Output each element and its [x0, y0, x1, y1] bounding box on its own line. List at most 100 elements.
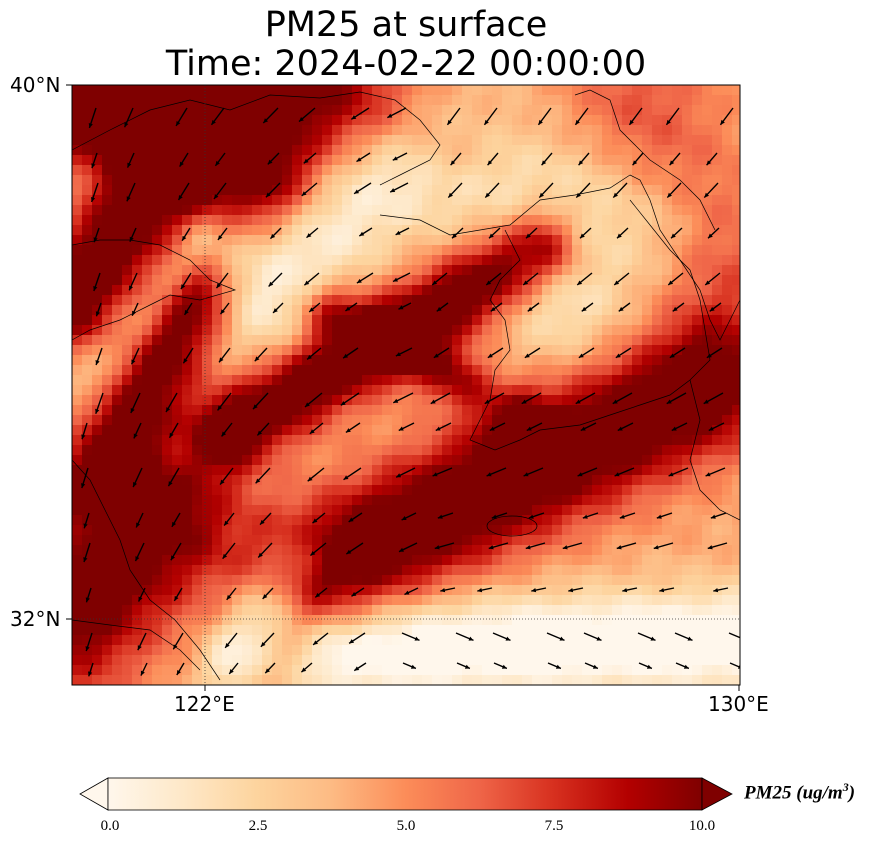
colorbar-extend-max: [701, 777, 733, 811]
pm25-cell: [552, 315, 563, 326]
pm25-cell: [542, 355, 553, 366]
pm25-cell: [342, 635, 353, 646]
pm25-cell: [142, 575, 153, 586]
pm25-cell: [382, 135, 393, 146]
pm25-cell: [732, 495, 740, 506]
pm25-cell: [152, 305, 163, 316]
pm25-cell: [572, 285, 583, 296]
pm25-cell: [662, 575, 673, 586]
pm25-cell: [642, 365, 653, 376]
pm25-cell: [332, 175, 343, 186]
pm25-cell: [142, 255, 153, 266]
pm25-cell: [332, 85, 343, 96]
pm25-cell: [272, 115, 283, 126]
wind-arrow: [176, 662, 185, 676]
pm25-cell: [512, 465, 523, 476]
pm25-cell: [692, 675, 703, 685]
pm25-cell: [282, 395, 293, 406]
pm25-cell: [522, 555, 533, 566]
pm25-cell: [432, 225, 443, 236]
pm25-cell: [92, 335, 103, 346]
pm25-cell: [352, 445, 363, 456]
pm25-cell: [532, 305, 543, 316]
lat-label-40n: 40°N: [10, 73, 61, 97]
pm25-cell: [632, 255, 643, 266]
pm25-cell: [342, 325, 353, 336]
pm25-cell: [192, 585, 203, 596]
pm25-cell: [642, 335, 653, 346]
pm25-cell: [102, 605, 113, 616]
pm25-cell: [82, 405, 93, 416]
colorbar-tick-label: 0.0: [100, 818, 120, 834]
pm25-cell: [92, 475, 103, 486]
pm25-cell: [492, 465, 503, 476]
pm25-cell: [172, 235, 183, 246]
pm25-cell: [312, 185, 323, 196]
pm25-cell: [412, 565, 423, 576]
pm25-cell: [232, 495, 243, 506]
pm25-cell: [612, 655, 623, 666]
pm25-cell: [112, 135, 123, 146]
pm25-cell: [182, 635, 193, 646]
pm25-cell: [682, 355, 693, 366]
pm25-cell: [572, 405, 583, 416]
pm25-cell: [112, 655, 123, 666]
pm25-cell: [232, 175, 243, 186]
pm25-cell: [462, 635, 473, 646]
pm25-cell: [462, 165, 473, 176]
pm25-cell: [462, 225, 473, 236]
pm25-cell: [242, 255, 253, 266]
pm25-cell: [562, 305, 573, 316]
wind-arrow: [168, 422, 179, 439]
pm25-cell: [602, 215, 613, 226]
pm25-cell: [692, 195, 703, 206]
pm25-cell: [612, 265, 623, 276]
pm25-cell: [662, 325, 673, 336]
pm25-cell: [332, 515, 343, 526]
pm25-cell: [732, 355, 740, 366]
pm25-cell: [72, 245, 83, 256]
pm25-cell: [602, 455, 613, 466]
wind-arrow: [126, 182, 136, 202]
pm25-cell: [242, 265, 253, 276]
pm25-cell: [272, 175, 283, 186]
pm25-cell: [132, 175, 143, 186]
pm25-cell: [192, 575, 203, 586]
pm25-cell: [102, 455, 113, 466]
pm25-cell: [412, 285, 423, 296]
pm25-cell: [152, 315, 163, 326]
pm25-cell: [612, 325, 623, 336]
pm25-cell: [472, 265, 483, 276]
pm25-cell: [602, 585, 613, 596]
pm25-cell: [402, 315, 413, 326]
pm25-cell: [372, 595, 383, 606]
pm25-cell: [482, 385, 493, 396]
pm25-cell: [482, 525, 493, 536]
pm25-cell: [592, 275, 603, 286]
pm25-cell: [622, 385, 633, 396]
pm25-cell: [442, 655, 453, 666]
wind-arrow: [267, 152, 280, 165]
pm25-cell: [722, 145, 733, 156]
pm25-cell: [502, 185, 513, 196]
colorbar-label: PM25 (ug/m3): [744, 780, 856, 804]
pm25-cell: [542, 585, 553, 596]
pm25-cell: [142, 395, 153, 406]
pm25-cell: [692, 505, 703, 516]
wind-arrow: [268, 272, 283, 287]
pm25-cell: [642, 645, 653, 656]
wind-arrow: [398, 542, 418, 553]
pm25-cell: [452, 435, 463, 446]
pm25-cell: [632, 415, 643, 426]
pm25-cell: [152, 635, 163, 646]
wind-arrow: [177, 182, 190, 201]
pm25-cell: [562, 485, 573, 496]
pm25-cell: [652, 445, 663, 456]
pm25-cell: [162, 225, 173, 236]
pm25-cell: [162, 115, 173, 126]
pm25-cell: [652, 215, 663, 226]
pm25-cell: [462, 395, 473, 406]
pm25-cell: [532, 515, 543, 526]
pm25-cell: [452, 595, 463, 606]
pm25-cell: [112, 265, 123, 276]
